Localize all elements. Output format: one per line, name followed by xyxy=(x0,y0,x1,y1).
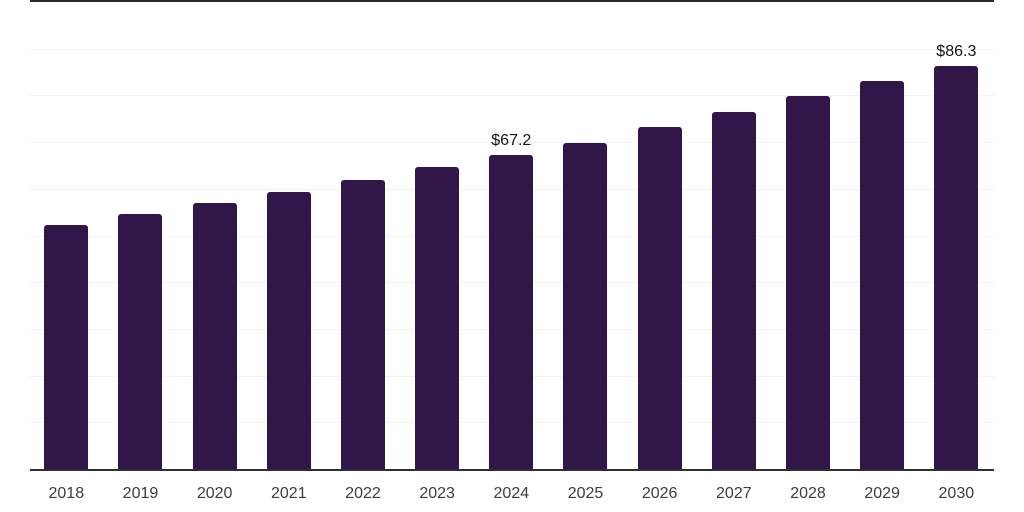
x-tick-label-2030: 2030 xyxy=(938,485,975,502)
x-tick-label-2020: 2020 xyxy=(196,485,233,502)
bar-2022[interactable] xyxy=(340,179,385,469)
bar-2020[interactable] xyxy=(192,202,237,469)
x-tick-label-2028: 2028 xyxy=(790,485,826,502)
bar-2023[interactable] xyxy=(415,167,460,469)
x-tick-label-2026: 2026 xyxy=(641,485,678,502)
gridline xyxy=(30,95,994,97)
bar-2021[interactable] xyxy=(266,191,311,469)
x-tick-label-2021: 2021 xyxy=(271,485,307,502)
bar-2027[interactable] xyxy=(711,112,756,469)
x-tick-label-2019: 2019 xyxy=(122,485,159,502)
x-tick-label-2022: 2022 xyxy=(345,485,381,502)
bar-2024[interactable] xyxy=(489,155,534,469)
bar-2019[interactable] xyxy=(118,214,163,469)
bar-2018[interactable] xyxy=(44,224,89,469)
chart-top-rule xyxy=(30,0,994,2)
x-tick-label-2023: 2023 xyxy=(419,485,455,502)
gridline xyxy=(30,48,994,50)
bar-2029[interactable] xyxy=(860,80,905,469)
bar-2025[interactable] xyxy=(563,142,608,469)
x-tick-label-2027: 2027 xyxy=(716,485,752,502)
x-tick-label-2018: 2018 xyxy=(48,485,85,502)
value-label-2024: $67.2 xyxy=(491,132,532,150)
bar-2026[interactable] xyxy=(637,126,682,469)
bar-2028[interactable] xyxy=(786,96,830,469)
gridline xyxy=(30,142,994,144)
x-tick-label-2025: 2025 xyxy=(567,485,604,502)
value-label-2030: $86.3 xyxy=(936,42,977,60)
x-tick-label-2029: 2029 xyxy=(864,485,900,502)
bar-2030[interactable] xyxy=(934,65,979,469)
x-tick-label-2024: 2024 xyxy=(493,485,530,502)
x-axis-line xyxy=(30,469,994,471)
